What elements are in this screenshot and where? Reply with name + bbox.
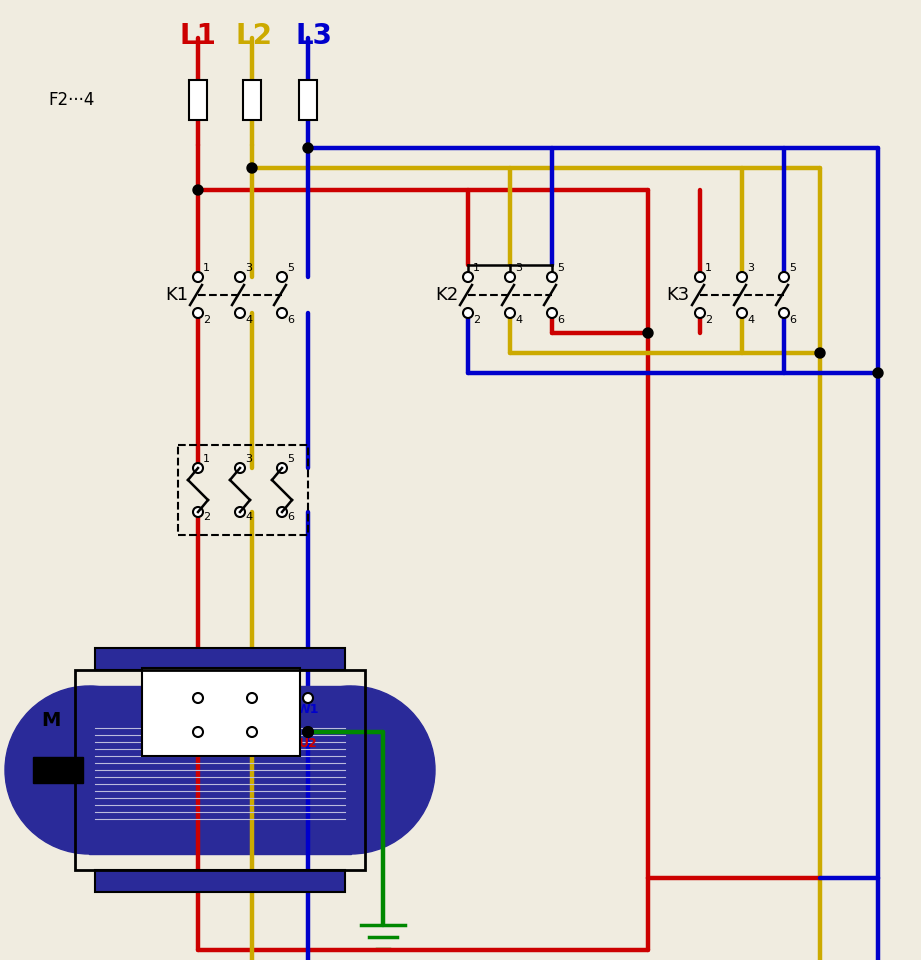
Text: W1: W1	[297, 703, 320, 716]
Text: 2: 2	[705, 315, 712, 325]
Circle shape	[695, 308, 705, 318]
Text: K1: K1	[165, 286, 188, 304]
Circle shape	[193, 727, 203, 737]
Text: K2: K2	[435, 286, 458, 304]
Circle shape	[235, 463, 245, 473]
Circle shape	[303, 727, 313, 737]
Circle shape	[547, 272, 557, 282]
Circle shape	[267, 686, 435, 854]
Text: 4: 4	[515, 315, 522, 325]
Text: F2···4: F2···4	[48, 91, 94, 109]
Text: U2: U2	[298, 737, 318, 750]
Circle shape	[695, 272, 705, 282]
Text: 6: 6	[789, 315, 796, 325]
Circle shape	[873, 368, 883, 378]
Text: 1: 1	[203, 454, 210, 464]
Circle shape	[277, 463, 287, 473]
Circle shape	[505, 308, 515, 318]
Text: 3: 3	[245, 263, 252, 273]
Text: 4: 4	[245, 512, 252, 522]
Bar	[178, 445, 308, 535]
Bar	[95, 870, 345, 892]
Text: V1: V1	[243, 703, 262, 716]
Text: 3: 3	[747, 263, 754, 273]
Text: 3: 3	[245, 454, 252, 464]
Circle shape	[779, 308, 789, 318]
Bar	[142, 668, 300, 756]
Circle shape	[815, 348, 825, 358]
Text: L3: L3	[296, 22, 332, 50]
Circle shape	[277, 272, 287, 282]
Circle shape	[303, 727, 313, 737]
Text: 1: 1	[473, 263, 480, 273]
Bar	[95, 648, 345, 670]
Text: 4: 4	[747, 315, 754, 325]
Circle shape	[547, 308, 557, 318]
Text: 2: 2	[203, 512, 210, 522]
Circle shape	[277, 507, 287, 517]
Circle shape	[193, 693, 203, 703]
Text: L2: L2	[236, 22, 273, 50]
Text: K3: K3	[667, 286, 690, 304]
Circle shape	[235, 507, 245, 517]
Text: 6: 6	[557, 315, 564, 325]
Circle shape	[193, 308, 203, 318]
Circle shape	[247, 163, 257, 173]
Text: 6: 6	[287, 315, 294, 325]
Circle shape	[779, 272, 789, 282]
Circle shape	[463, 308, 473, 318]
Bar	[33, 757, 83, 783]
Text: 5: 5	[557, 263, 564, 273]
Circle shape	[303, 693, 313, 703]
Text: 1: 1	[203, 263, 210, 273]
Bar	[299, 80, 317, 120]
Circle shape	[737, 272, 747, 282]
Text: 5: 5	[287, 454, 294, 464]
Circle shape	[303, 143, 313, 153]
Circle shape	[247, 727, 257, 737]
Text: M: M	[41, 710, 61, 730]
Bar	[89, 686, 351, 854]
Text: 1: 1	[705, 263, 712, 273]
Circle shape	[737, 308, 747, 318]
Text: 2: 2	[203, 315, 210, 325]
Circle shape	[505, 272, 515, 282]
Circle shape	[247, 693, 257, 703]
Circle shape	[193, 463, 203, 473]
Circle shape	[463, 272, 473, 282]
Bar	[189, 80, 207, 120]
Text: 5: 5	[789, 263, 796, 273]
Bar	[243, 80, 261, 120]
Circle shape	[235, 308, 245, 318]
Text: 3: 3	[515, 263, 522, 273]
Circle shape	[277, 308, 287, 318]
Text: W2: W2	[240, 737, 263, 750]
Text: U1: U1	[189, 703, 207, 716]
Circle shape	[235, 272, 245, 282]
Bar	[75, 670, 365, 870]
Circle shape	[193, 185, 203, 195]
Text: 2: 2	[473, 315, 480, 325]
Text: 5: 5	[287, 263, 294, 273]
Text: 4: 4	[245, 315, 252, 325]
Circle shape	[193, 272, 203, 282]
Text: 6: 6	[287, 512, 294, 522]
Text: V2: V2	[189, 737, 207, 750]
Circle shape	[643, 328, 653, 338]
Circle shape	[5, 686, 173, 854]
Text: L1: L1	[180, 22, 216, 50]
Circle shape	[193, 507, 203, 517]
